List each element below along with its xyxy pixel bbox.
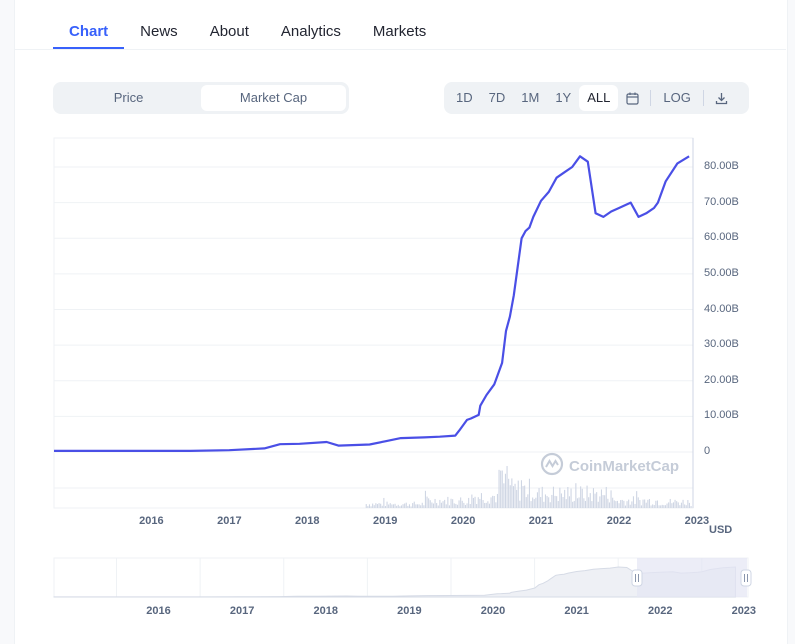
x-tick-label: 2019: [372, 515, 398, 527]
range-1m-button[interactable]: 1M: [521, 90, 540, 105]
tab-bar: Chart News About Analytics Markets: [53, 0, 442, 49]
tab-news[interactable]: News: [140, 23, 178, 40]
x-tick-label: 2022: [606, 515, 632, 527]
navigator-tick-label: 2017: [229, 605, 255, 617]
calendar-icon[interactable]: [618, 85, 646, 111]
coinmarketcap-watermark: CoinMarketCap: [540, 452, 679, 480]
range-divider: [702, 90, 704, 106]
y-tick-label: 10.00B: [704, 409, 739, 422]
tab-markets[interactable]: Markets: [372, 23, 427, 40]
range-1y-button[interactable]: 1Y: [555, 90, 572, 105]
navigator-tick-label: 2016: [146, 605, 171, 617]
range-7d-button[interactable]: 7D: [488, 90, 506, 105]
x-tick-label: 2018: [295, 515, 320, 527]
download-icon[interactable]: [708, 85, 736, 111]
tab-analytics[interactable]: Analytics: [280, 23, 341, 40]
x-tick-label: 2016: [139, 515, 164, 527]
y-tick-label: 40.00B: [704, 302, 739, 315]
coinmarketcap-logo-icon: [540, 452, 564, 480]
y-tick-label: 50.00B: [704, 266, 739, 279]
y-tick-label: 20.00B: [704, 373, 739, 386]
price-toggle-button[interactable]: Price: [113, 90, 144, 105]
y-tick-label: 60.00B: [704, 231, 739, 244]
y-tick-label: 70.00B: [704, 195, 739, 208]
market-cap-toggle-button[interactable]: Market Cap: [201, 85, 346, 111]
log-scale-button[interactable]: LOG: [663, 90, 691, 105]
tab-about[interactable]: About: [209, 23, 249, 40]
y-tick-label: 0: [704, 445, 711, 457]
chart-type-toggle: Price Market Cap: [53, 82, 349, 114]
x-tick-label: 2020: [450, 515, 476, 527]
navigator-tick-label: 2023: [731, 605, 757, 617]
y-tick-label: 30.00B: [704, 338, 739, 351]
tab-chart[interactable]: Chart: [53, 0, 125, 49]
x-tick-label: 2021: [528, 515, 554, 527]
tabs-divider: [14, 49, 786, 50]
x-tick-label: 2023: [684, 515, 710, 527]
navigator-tick-label: 2022: [647, 605, 673, 617]
range-1d-button[interactable]: 1D: [456, 90, 473, 105]
navigator-tick-label: 2018: [313, 605, 338, 617]
x-tick-label: 2017: [217, 515, 242, 527]
navigator-tick-label: 2019: [397, 605, 422, 617]
range-all-button[interactable]: ALL: [579, 85, 619, 111]
y-tick-label: 80.00B: [704, 160, 739, 172]
navigator-tick-label: 2021: [564, 605, 589, 617]
currency-label: USD: [709, 524, 733, 536]
range-selector: 1D 7D 1M 1Y ALL LOG: [444, 82, 749, 114]
navigator-tick-label: 2020: [480, 605, 506, 617]
watermark-text: CoinMarketCap: [569, 457, 680, 475]
range-divider: [650, 90, 652, 106]
